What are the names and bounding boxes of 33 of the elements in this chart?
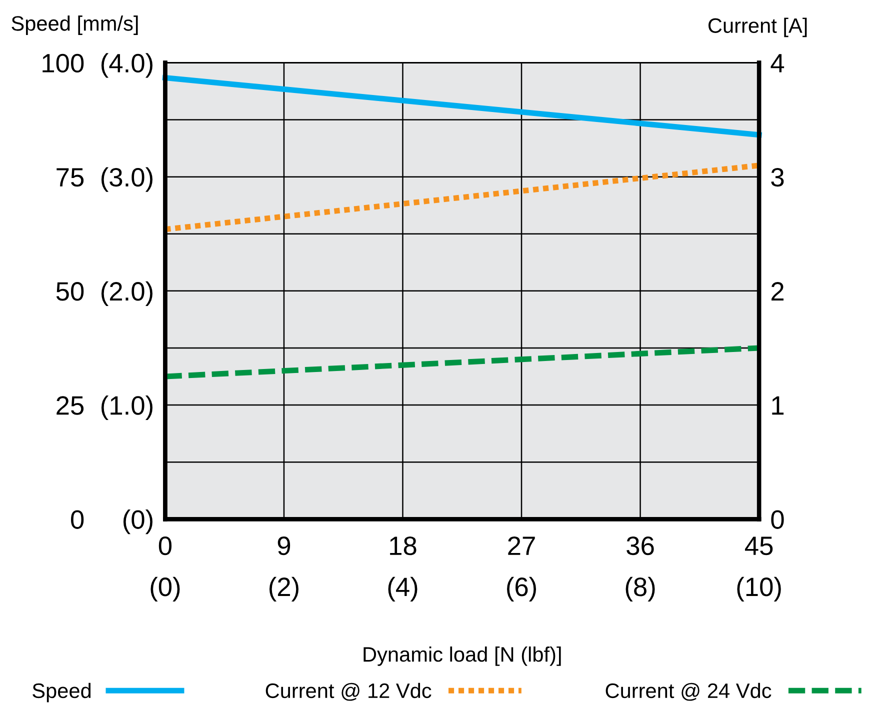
y2-tick-label: 0 xyxy=(771,510,784,529)
x2-tick-label: (0) xyxy=(150,576,180,602)
y3-tick-label: (0) xyxy=(123,510,152,534)
y2-axis-title: Current [A] xyxy=(708,18,807,38)
x2-tick-label: (4) xyxy=(388,576,418,602)
x2-tick-label: (6) xyxy=(507,576,536,602)
y-axis-title: Speed [mm/s] xyxy=(12,16,138,35)
y3-tick-label: (3.0) xyxy=(101,167,152,192)
y-tick-label: 50 xyxy=(56,282,84,301)
x2-tick-label: (8) xyxy=(626,576,655,602)
y2-tick-label: 2 xyxy=(771,282,784,300)
x2-tick-label: (10) xyxy=(737,576,781,602)
x-tick-label: 9 xyxy=(278,536,290,556)
y-tick-label: 75 xyxy=(56,168,84,187)
x-tick-label: 0 xyxy=(158,536,172,556)
legend-label: Speed xyxy=(32,682,91,702)
y2-tick-label: 4 xyxy=(770,54,784,72)
y-tick-label: 100 xyxy=(42,54,84,73)
y3-tick-label: (1.0) xyxy=(101,395,152,420)
y3-tick-label: (2.0) xyxy=(101,281,152,306)
legend-label: Current @ 24 Vdc xyxy=(606,682,772,701)
y2-tick-label: 3 xyxy=(771,168,784,187)
y-tick-label: 0 xyxy=(71,510,84,529)
y-tick-label: 25 xyxy=(56,396,84,415)
x-tick-label: 27 xyxy=(508,536,535,555)
y3-tick-label: (4.0) xyxy=(101,53,152,78)
x2-tick-label: (2) xyxy=(269,576,298,602)
x-tick-label: 18 xyxy=(390,536,416,556)
legend-label: Current @ 12 Vdc xyxy=(266,682,432,701)
y2-tick-label: 1 xyxy=(772,396,784,415)
x-tick-label: 36 xyxy=(626,536,654,556)
x-axis-title: Dynamic load [N (lbf)] xyxy=(364,646,561,666)
x-tick-label: 45 xyxy=(744,536,773,556)
